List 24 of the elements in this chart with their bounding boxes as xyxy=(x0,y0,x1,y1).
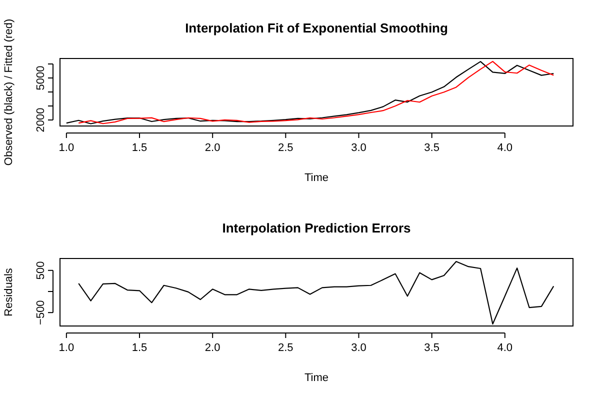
y-axis-title: Observed (black) / Fitted (red) xyxy=(3,18,15,166)
chart-title: Interpolation Fit of Exponential Smoothing xyxy=(185,20,448,36)
y-axis-title: Residuals xyxy=(3,268,15,316)
x-tick-label: 3.0 xyxy=(351,142,366,154)
x-axis-title: Time xyxy=(304,172,329,184)
x-tick-label: 2.5 xyxy=(278,342,294,354)
y-tick-label: −500 xyxy=(35,300,47,325)
x-tick-label: 2.5 xyxy=(278,142,294,154)
y-tick-label: 500 xyxy=(35,261,47,280)
x-tick-label: 4.0 xyxy=(497,342,513,354)
chart-title: Interpolation Prediction Errors xyxy=(222,220,411,236)
x-tick-label: 1.5 xyxy=(132,342,148,354)
x-tick-label: 2.0 xyxy=(204,142,220,154)
x-tick-label: 3.5 xyxy=(424,342,440,354)
x-tick-label: 1.0 xyxy=(58,342,74,354)
x-tick-label: 1.5 xyxy=(132,142,148,154)
x-tick-label: 4.0 xyxy=(497,142,513,154)
x-tick-label: 1.0 xyxy=(58,142,74,154)
x-tick-label: 3.0 xyxy=(351,342,366,354)
y-tick-label: 5000 xyxy=(35,66,47,90)
x-axis-title: Time xyxy=(304,372,329,384)
y-tick-label: 2000 xyxy=(35,108,47,132)
x-tick-label: 3.5 xyxy=(424,142,440,154)
x-tick-label: 2.0 xyxy=(204,342,220,354)
